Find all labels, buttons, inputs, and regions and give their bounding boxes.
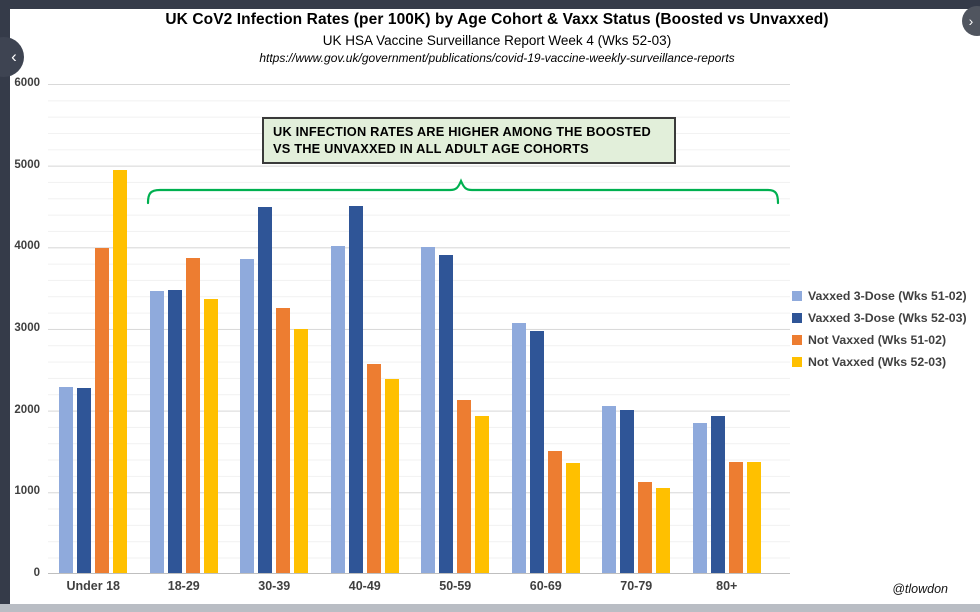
bar <box>638 481 653 573</box>
bar-group-18-29 <box>139 84 230 573</box>
y-tick-label: 1000 <box>14 485 40 498</box>
frame-top-strip <box>0 0 980 9</box>
legend-swatch-icon <box>792 313 802 323</box>
x-axis-category-labels: Under 18 18-29 30-39 40-49 50-59 60-69 70-79 80… <box>48 579 772 593</box>
watermark-handle: @tlowdon <box>892 582 948 596</box>
chart-title: UK CoV2 Infection Rates (per 100K) by Ag… <box>165 11 829 28</box>
legend-swatch-icon <box>792 335 802 345</box>
y-tick-label: 4000 <box>14 240 40 253</box>
bar-groups <box>48 84 772 573</box>
bracket-brace <box>146 178 780 205</box>
y-tick-label: 6000 <box>14 77 40 89</box>
bracket-path <box>146 178 780 205</box>
bar <box>113 170 128 573</box>
frame-bottom-strip <box>0 604 980 612</box>
legend-swatch-icon <box>792 357 802 367</box>
bar <box>77 387 92 573</box>
bar-group-40-49 <box>320 84 411 573</box>
bar <box>656 488 671 573</box>
legend-label: Vaxxed 3-Dose (Wks 52-03) <box>808 311 967 325</box>
bar <box>511 323 526 573</box>
annotation-box: UK INFECTION RATES ARE HIGHER AMONG THE … <box>262 117 676 164</box>
x-axis-label: 50-59 <box>439 579 472 593</box>
legend-label: Vaxxed 3-Dose (Wks 51-02) <box>808 289 967 303</box>
bar <box>710 416 725 573</box>
y-axis-tick-labels: 0 1000 2000 3000 4000 5000 6000 <box>0 77 42 579</box>
legend-item: Vaxxed 3-Dose (Wks 52-03) <box>792 311 967 325</box>
y-tick-label: 3000 <box>14 322 40 334</box>
legend: Vaxxed 3-Dose (Wks 51-02) Vaxxed 3-Dose (… <box>792 289 967 369</box>
bar <box>746 461 761 573</box>
legend-item: Vaxxed 3-Dose (Wks 51-02) <box>792 289 967 303</box>
bar <box>258 207 273 573</box>
x-axis-label: 60-69 <box>529 579 562 593</box>
bar <box>421 247 436 573</box>
bar <box>475 416 490 573</box>
legend-label: Not Vaxxed (Wks 52-03) <box>808 355 947 369</box>
bar <box>692 422 707 573</box>
bar-group-60-69 <box>501 84 592 573</box>
bar-group-80- <box>682 84 773 573</box>
chart-subtitle: UK HSA Vaccine Surveillance Report Week … <box>322 33 672 48</box>
bar <box>294 328 309 573</box>
legend-label: Not Vaxxed (Wks 51-02) <box>808 333 947 347</box>
legend-item: Not Vaxxed (Wks 51-02) <box>792 333 967 347</box>
x-axis-label: 18-29 <box>167 579 200 593</box>
bar-group-50-59 <box>410 84 501 573</box>
bar-group-30-39 <box>229 84 320 573</box>
bar <box>384 379 399 573</box>
legend-swatch-icon <box>792 291 802 301</box>
y-tick-label: 0 <box>33 567 40 579</box>
y-tick-label: 2000 <box>14 403 40 416</box>
bar <box>95 247 110 573</box>
bar <box>457 399 472 573</box>
bar <box>167 289 182 573</box>
bar <box>59 386 74 573</box>
x-axis-label: 30-39 <box>258 579 291 593</box>
chevron-right-icon: › <box>968 13 974 29</box>
bar <box>602 405 617 573</box>
bar <box>330 245 345 573</box>
frame-left-strip <box>0 9 10 604</box>
x-axis-label: 70-79 <box>620 579 653 593</box>
bar <box>185 257 200 573</box>
bar <box>547 451 562 573</box>
x-axis-label: 80+ <box>716 579 738 593</box>
bar <box>240 258 255 573</box>
bar <box>203 298 218 573</box>
bar <box>348 205 363 573</box>
chevron-left-icon: ‹ <box>11 47 17 66</box>
bar-group-under-18 <box>48 84 139 573</box>
x-axis-label: 40-49 <box>348 579 381 593</box>
bar <box>366 363 381 573</box>
annotation-line1: UK INFECTION RATES ARE HIGHER AMONG THE … <box>273 124 651 139</box>
bar <box>620 410 635 573</box>
bar <box>439 254 454 573</box>
annotation-line2: VS THE UNVAXXED IN ALL ADULT AGE COHORTS <box>273 140 589 156</box>
bar <box>565 462 580 573</box>
source-url: https://www.gov.uk/government/publicatio… <box>259 51 735 65</box>
bar-group-70-79 <box>591 84 682 573</box>
y-tick-label: 5000 <box>14 158 40 171</box>
bar <box>529 331 544 573</box>
bar <box>276 308 291 573</box>
chart-header: UK CoV2 Infection Rates (per 100K) by Ag… <box>14 11 980 65</box>
bar <box>728 461 743 573</box>
bar <box>149 291 164 573</box>
legend-item: Not Vaxxed (Wks 52-03) <box>792 355 967 369</box>
plot-area <box>48 84 790 574</box>
next-image-button[interactable]: › <box>962 6 980 36</box>
x-axis-label: Under 18 <box>66 579 121 593</box>
